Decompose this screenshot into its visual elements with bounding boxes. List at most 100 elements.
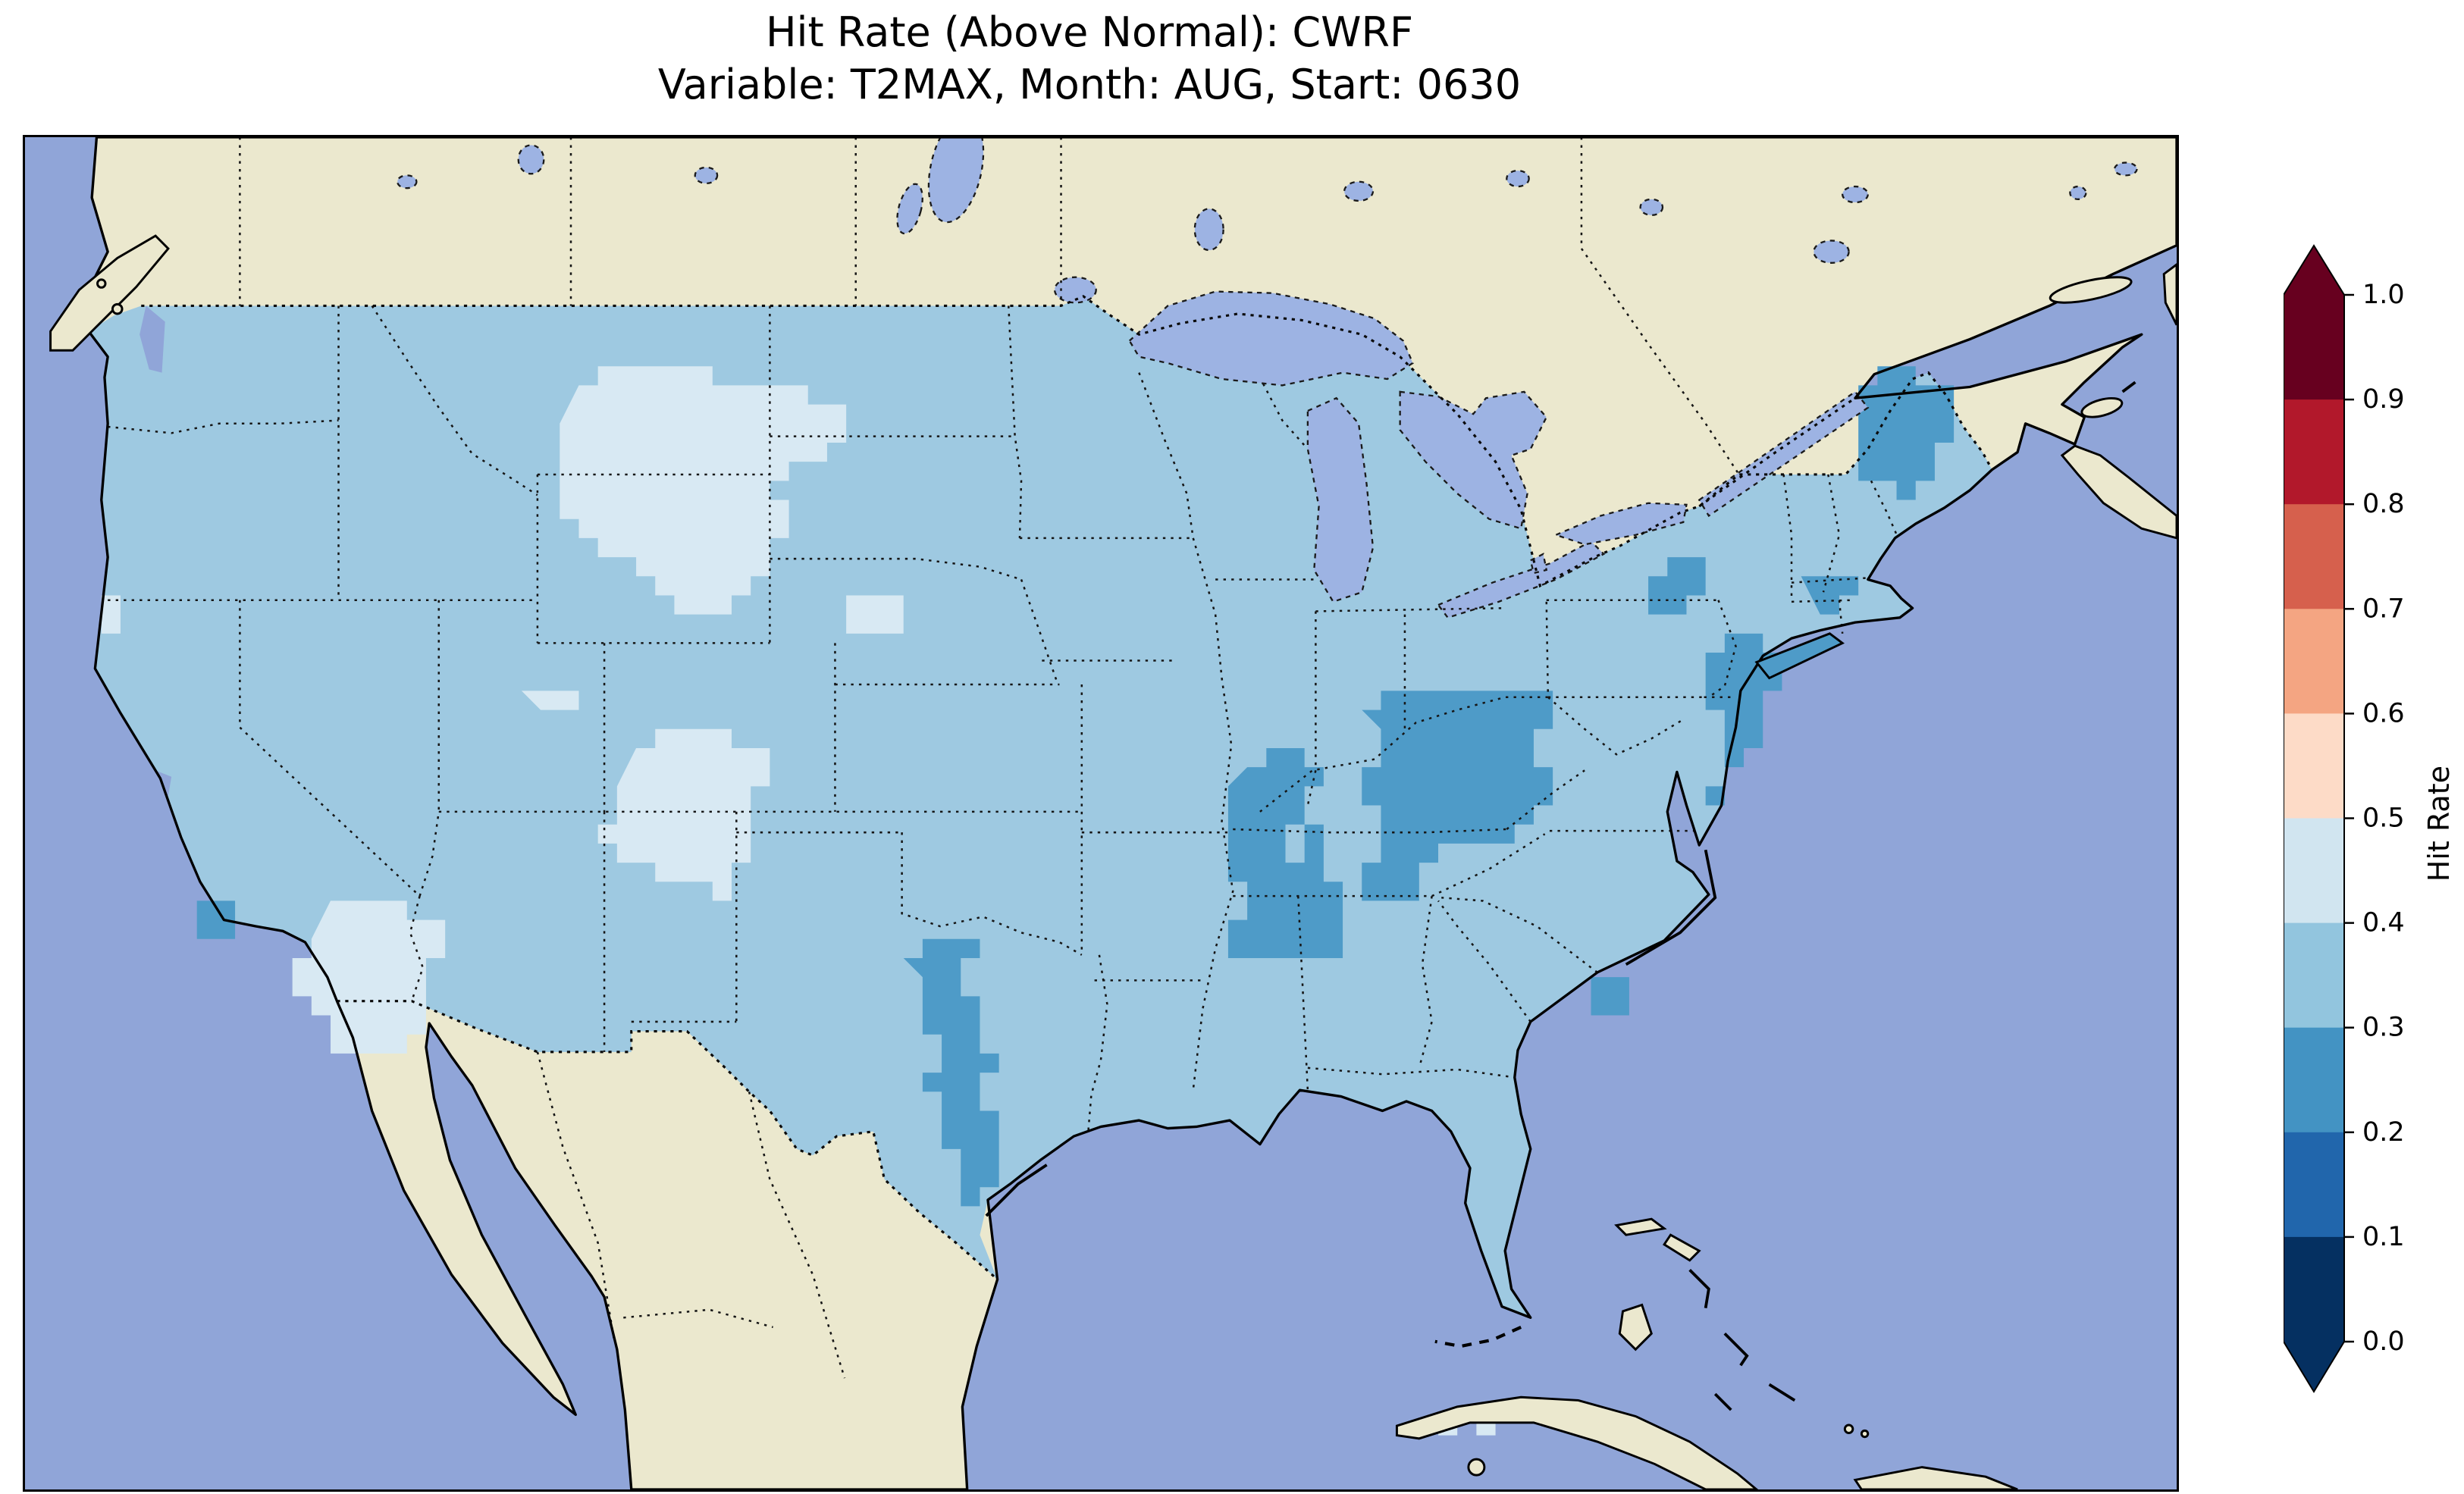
state-borders-south [1307,829,1697,1079]
magdalen-islands [2121,381,2136,393]
state-borders-northeast [1546,474,1899,756]
long-island-bahamas [1723,1332,1749,1367]
colorbar-tick-label-0.3: 0.3 [2362,1013,2405,1043]
colorbar-segment-2 [2284,504,2344,609]
state-borders-midwest [1138,372,1585,1091]
colorbar-segment-9 [2284,1236,2344,1342]
colorbar-segment-1 [2284,399,2344,505]
turks-island-2 [1860,1429,1870,1439]
colorbar-tick-label-0.7: 0.7 [2362,594,2405,624]
lake-erie [1437,540,1606,619]
lake-huron [1399,390,1548,530]
data-region-montana-wyoming-pale [560,366,847,615]
canadian-lakes [397,137,2138,304]
colorbar-tick-label-0.8: 0.8 [2362,489,2405,519]
data-region-west-wyoming-pale [521,691,579,710]
colorbar-segment-5 [2284,818,2344,924]
figure-title-line1: Hit Rate (Above Normal): CWRF [765,8,1414,56]
canada-lake-1 [1343,180,1375,202]
texas-barrier-islands [985,1164,1048,1217]
long-island [1754,632,1845,680]
anticosti-island [2049,276,2133,304]
grand-bahama [1614,1217,1667,1236]
colorbar-under-arrow [2284,1342,2344,1392]
colorbar-segment-7 [2284,1027,2344,1133]
colorbar-segment-8 [2284,1132,2344,1238]
coastline [84,137,2177,1489]
colorbar-segment-4 [2284,713,2344,819]
lake-nipigon [1193,208,1224,252]
nc-barrier-islands [1625,849,1717,966]
andros [1618,1303,1653,1351]
colorbar-segment-0 [2284,295,2344,400]
colorbar-tick-label-0.6: 0.6 [2362,698,2405,728]
colorbar-tick-label-1.0: 1.0 [2362,280,2405,310]
data-region-north-maine-dark [1858,366,1955,500]
lake-ontario [1553,502,1688,546]
state-borders [108,137,1899,1379]
data-region-massachusetts-dark [1801,576,1859,615]
colorbar-segment-3 [2284,609,2344,714]
figure-title: Hit Rate (Above Normal): CWRF Variable: … [0,6,2179,111]
data-region-central-texas-dark [903,938,999,1207]
data-region-sierra-nevada-dark-cell [196,900,236,939]
data-region-oregon-coast-pale [101,595,121,634]
ragged-island-chain [1713,1392,1732,1411]
canada-lake-6 [694,166,719,185]
colorbar-label: Hit Rate [2422,766,2456,882]
islands-and-offshore [49,234,2177,1489]
canada-lake-8 [2113,161,2138,177]
prince-edward-island [2080,396,2124,418]
colorbar-tick-label-0.1: 0.1 [2362,1222,2405,1252]
canada-lake-5 [517,144,545,175]
canada-lake-2 [1506,169,1530,188]
gulf-island-2 [96,278,107,289]
gulf-island-1 [111,302,124,315]
data-region-colorado-utah-pale [597,728,770,901]
colorbar-label-wrap: Hit Rate [2420,244,2458,1404]
state-borders-central [631,305,1234,1133]
colorbar-segment-6 [2284,922,2344,1029]
hispaniola [1853,1466,2018,1489]
colorbar-tick-label-0.5: 0.5 [2362,803,2405,834]
canada-lake-9 [2069,185,2087,201]
abaco [1663,1233,1701,1262]
data-region-east-tennessee-dark [1591,977,1629,1016]
lake-michigan [1306,396,1375,603]
colorbar-tick-label-0.0: 0.0 [2362,1326,2405,1357]
map-canvas [25,137,2177,1489]
canada-lake-3 [1639,198,1664,216]
isle-of-youth [1467,1458,1486,1477]
vancouver-island [49,234,170,352]
state-borders-west [108,305,1082,1052]
colorbar-tick-label-0.4: 0.4 [2362,908,2405,938]
data-region-illinois-interior-hole [1285,824,1305,863]
data-region-ne-pennsylvania-dark [1648,557,1706,615]
canada-lake-7 [397,174,418,189]
lake-manitoba [896,183,923,235]
lake-of-the-woods [1053,276,1097,304]
turks-island-1 [1843,1424,1854,1434]
figure-title-line2: Variable: T2MAX, Month: AUG, Start: 0630 [657,61,1522,109]
national-borders [141,295,1993,1281]
data-region-nebraska-panhandle-pale [846,595,904,634]
crooked-island-chain [1768,1383,1796,1402]
map-frame [23,135,2179,1492]
data-region-indiana-ohio-dark [1362,691,1553,901]
st-lawrence-river [1698,390,1870,518]
great-lakes [1128,290,1870,619]
mexico-state-borders [536,1051,846,1379]
eleuthera [1688,1269,1710,1309]
puget-sound-water [140,305,165,373]
lake-winnipeg [927,137,985,224]
data-region-nevada-pale [292,900,446,1054]
florida-keys [1434,1326,1522,1348]
canada-lake-4 [1842,185,1869,204]
hit-rate-data-patches [101,366,1955,1436]
colorbar-tick-label-0.2: 0.2 [2362,1117,2405,1148]
lake-superior [1128,290,1414,387]
colorbar: 1.0 0.9 0.8 0.7 0.6 0.5 0.4 0.3 0.2 0.1 0.0 [2284,244,2405,1393]
colorbar-tick-label-0.9: 0.9 [2362,384,2405,415]
data-region-delmarva-dark [1705,786,1725,806]
